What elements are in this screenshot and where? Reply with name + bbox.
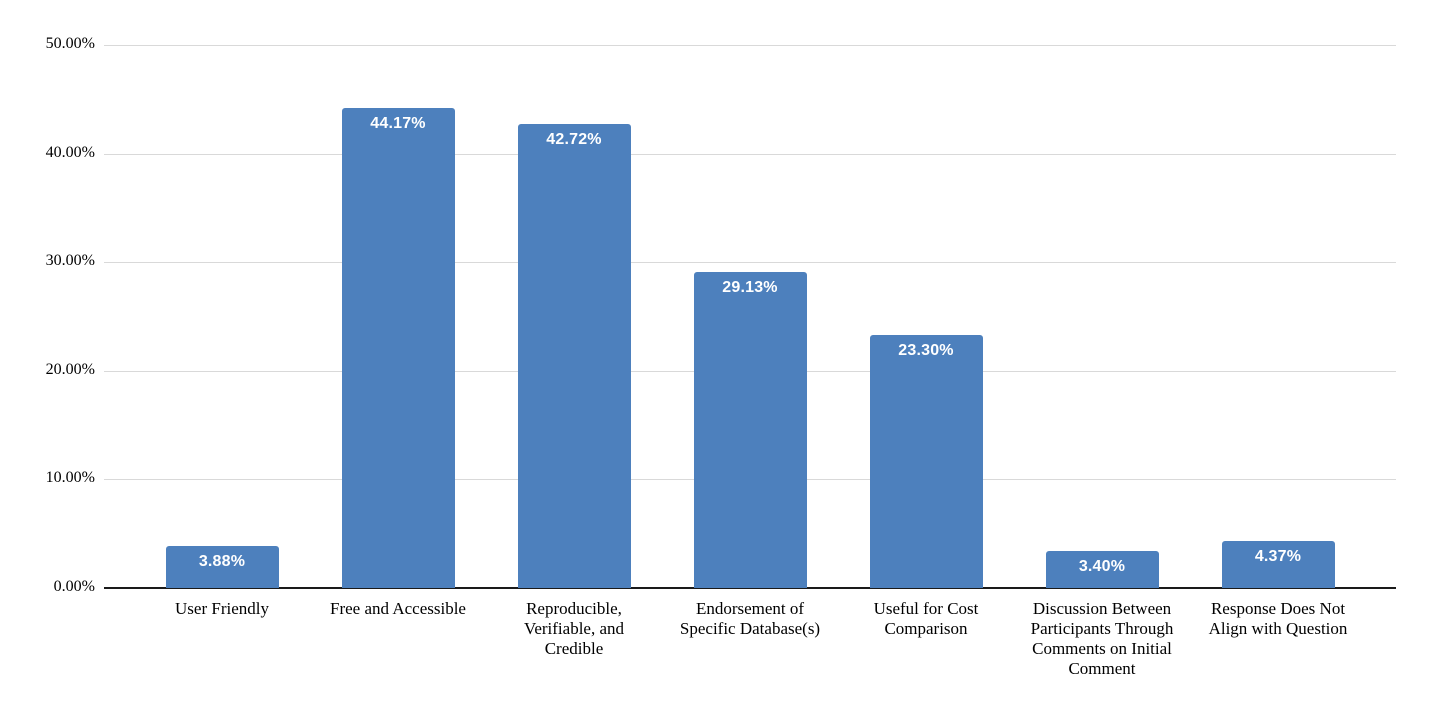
bar-value-label: 44.17% [370, 115, 426, 133]
y-axis-tick-label: 0.00% [53, 578, 95, 595]
gridline [104, 45, 1396, 46]
x-axis-category-label: Endorsement of Specific Database(s) [679, 599, 821, 639]
bar-value-label: 3.88% [198, 552, 246, 570]
bar: 3.88% [165, 545, 279, 588]
x-axis-category-label: Response Does Not Align with Question [1208, 599, 1348, 639]
x-axis-category-label: Reproducible, Verifiable, and Credible [523, 599, 625, 659]
bar-value-label: 29.13% [722, 278, 778, 296]
bar: 4.37% [1221, 540, 1335, 588]
x-axis-category-label: Discussion Between Participants Through … [1030, 599, 1174, 679]
bar-value-label: 4.37% [1254, 547, 1302, 565]
bar: 42.72% [517, 124, 631, 588]
gridline [104, 262, 1396, 264]
y-axis-tick-label: 10.00% [45, 469, 95, 487]
bar: 44.17% [341, 108, 455, 588]
bar-value-label: 23.30% [898, 341, 954, 359]
y-axis-tick-label: 20.00% [45, 360, 95, 378]
x-axis-category-label: User Friendly [175, 599, 269, 618]
bar-value-label: 3.40% [1078, 558, 1126, 576]
bar: 3.40% [1045, 551, 1159, 588]
y-axis-tick-label: 30.00% [45, 252, 95, 270]
x-axis-category-label: Useful for Cost Comparison [873, 599, 979, 639]
x-axis-line [104, 587, 1396, 589]
y-axis-tick-label: 50.00% [45, 35, 95, 52]
x-axis-category-label: Free and Accessible [330, 599, 466, 618]
bar: 23.30% [869, 334, 983, 588]
bar-value-label: 42.72% [546, 131, 602, 149]
gridline [104, 153, 1396, 155]
bar: 29.13% [693, 271, 807, 588]
y-axis-tick-label: 40.00% [45, 143, 95, 161]
